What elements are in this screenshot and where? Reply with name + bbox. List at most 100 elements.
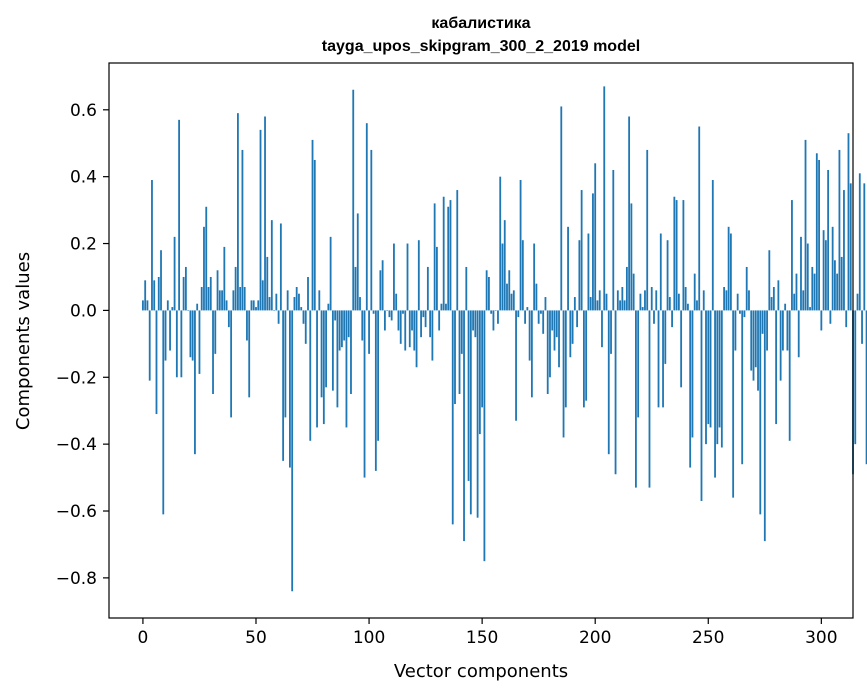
bar-306 bbox=[834, 260, 836, 311]
x-axis-label: Vector components bbox=[394, 661, 568, 682]
bar-255 bbox=[718, 310, 721, 428]
bar-196 bbox=[585, 310, 588, 401]
bar-89 bbox=[343, 310, 346, 341]
bar-227 bbox=[655, 290, 658, 311]
bar-258 bbox=[725, 290, 728, 311]
bar-268 bbox=[748, 290, 750, 311]
bar-40 bbox=[232, 290, 235, 311]
bar-256 bbox=[720, 310, 723, 448]
bar-45 bbox=[243, 287, 246, 311]
bar-149 bbox=[478, 310, 481, 435]
bar-245 bbox=[696, 300, 698, 311]
bar-225 bbox=[650, 287, 653, 311]
bar-210 bbox=[616, 290, 619, 311]
bar-86 bbox=[336, 310, 339, 408]
bar-52 bbox=[259, 129, 262, 311]
bar-99 bbox=[365, 123, 368, 311]
bar-161 bbox=[506, 283, 508, 311]
bar-14 bbox=[173, 236, 176, 311]
bar-16 bbox=[178, 119, 181, 311]
bar-170 bbox=[526, 307, 529, 311]
bar-series bbox=[142, 86, 867, 592]
bar-228 bbox=[657, 310, 660, 408]
bar-138 bbox=[454, 310, 456, 405]
bar-17 bbox=[180, 310, 183, 378]
bar-55 bbox=[266, 256, 269, 311]
bar-316 bbox=[856, 293, 859, 311]
bar-152 bbox=[485, 270, 488, 311]
bar-11 bbox=[166, 300, 169, 311]
bar-158 bbox=[499, 176, 502, 311]
bar-140 bbox=[458, 310, 461, 394]
bar-105 bbox=[379, 270, 382, 311]
bar-56 bbox=[268, 297, 271, 311]
bar-251 bbox=[709, 310, 712, 428]
bar-133 bbox=[442, 196, 445, 311]
bar-166 bbox=[517, 310, 520, 318]
bar-265 bbox=[741, 310, 744, 465]
bar-209 bbox=[614, 310, 617, 475]
bar-293 bbox=[804, 139, 807, 311]
bar-7 bbox=[157, 276, 160, 311]
bar-291 bbox=[800, 236, 802, 311]
y-tick-label: −0.2 bbox=[56, 368, 97, 388]
bar-28 bbox=[205, 206, 208, 311]
bar-33 bbox=[216, 270, 219, 311]
bar-160 bbox=[503, 220, 506, 311]
bar-177 bbox=[542, 310, 545, 334]
bar-116 bbox=[404, 310, 407, 351]
bar-318 bbox=[861, 310, 863, 344]
bar-97 bbox=[361, 310, 364, 341]
x-tick-label: 0 bbox=[138, 628, 149, 648]
bar-208 bbox=[612, 169, 615, 311]
bar-180 bbox=[549, 310, 551, 378]
bar-0 bbox=[142, 300, 144, 311]
bar-247 bbox=[700, 310, 703, 501]
bar-124 bbox=[422, 310, 425, 318]
x-axis-ticks: 0 50 100 150 200 250 300 bbox=[138, 618, 838, 648]
bar-300 bbox=[820, 310, 823, 331]
bar-109 bbox=[388, 310, 391, 318]
bar-134 bbox=[445, 303, 447, 311]
bar-305 bbox=[831, 226, 834, 311]
bar-171 bbox=[528, 310, 531, 361]
bar-184 bbox=[558, 310, 560, 368]
bar-275 bbox=[763, 310, 766, 542]
bar-313 bbox=[849, 183, 852, 311]
bar-284 bbox=[784, 303, 787, 311]
bar-197 bbox=[587, 233, 590, 311]
bar-103 bbox=[374, 310, 377, 471]
bar-288 bbox=[793, 293, 796, 311]
bar-25 bbox=[198, 310, 201, 374]
bar-110 bbox=[390, 310, 393, 321]
bar-155 bbox=[492, 310, 495, 331]
bar-157 bbox=[497, 310, 499, 324]
bar-23 bbox=[194, 310, 196, 455]
bar-270 bbox=[752, 310, 755, 381]
bar-278 bbox=[770, 297, 773, 311]
bar-95 bbox=[356, 213, 359, 311]
bar-188 bbox=[567, 226, 569, 311]
bar-292 bbox=[802, 290, 805, 311]
bar-51 bbox=[257, 300, 260, 311]
bar-78 bbox=[318, 290, 321, 311]
bar-3 bbox=[148, 310, 151, 381]
bar-213 bbox=[623, 300, 626, 311]
bar-175 bbox=[537, 310, 540, 324]
bar-159 bbox=[501, 243, 504, 311]
bar-281 bbox=[777, 280, 780, 311]
bar-48 bbox=[250, 300, 253, 311]
bar-167 bbox=[519, 180, 522, 311]
y-tick-label: 0.4 bbox=[70, 168, 97, 188]
bar-29 bbox=[207, 287, 210, 311]
bar-257 bbox=[723, 287, 726, 311]
bar-229 bbox=[659, 233, 662, 311]
bar-230 bbox=[662, 310, 664, 408]
bar-57 bbox=[270, 220, 273, 311]
bar-64 bbox=[286, 290, 289, 311]
bar-199 bbox=[592, 193, 594, 311]
bar-266 bbox=[743, 310, 746, 318]
bar-198 bbox=[589, 297, 592, 311]
